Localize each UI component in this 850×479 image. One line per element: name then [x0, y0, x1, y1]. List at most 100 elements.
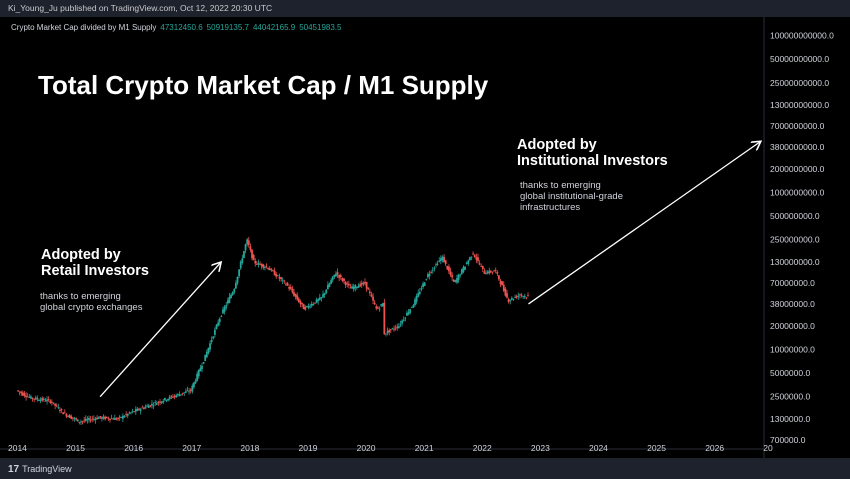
candle-body	[359, 284, 362, 287]
candle-body	[360, 283, 363, 285]
institutional-heading-line-2: Institutional Investors	[517, 153, 668, 169]
candle-body	[347, 283, 350, 286]
candle-body	[20, 391, 23, 394]
candle-body	[23, 393, 26, 396]
candle-body	[151, 403, 153, 406]
candle-body	[42, 398, 45, 400]
candle-body	[186, 390, 189, 392]
candle-body	[322, 294, 324, 298]
x-tick-label: 2020	[357, 443, 376, 453]
institutional-subtext-line-2: global institutional-grade	[520, 191, 623, 202]
candle-body	[280, 277, 282, 280]
candle-body	[349, 287, 352, 289]
candle-body	[314, 302, 316, 304]
candle-body	[320, 297, 323, 299]
candle-body	[120, 417, 123, 418]
candle-body	[344, 282, 347, 285]
candle-body	[189, 389, 192, 391]
candle-body	[418, 291, 421, 294]
candle-body	[380, 304, 383, 306]
candle-body	[241, 258, 244, 263]
candle-body	[173, 396, 176, 397]
candle-body	[430, 272, 433, 273]
x-tick-label: 2021	[415, 443, 434, 453]
candle-body	[397, 326, 400, 328]
candle-body	[89, 419, 92, 421]
candle-body	[265, 266, 268, 268]
candle-body	[110, 418, 113, 420]
candle-body	[473, 254, 476, 258]
candle-body	[113, 417, 116, 420]
candle-body	[213, 329, 216, 335]
tradingview-logo[interactable]: 17 TradingView	[8, 464, 72, 475]
y-tick-label: 5000000.0	[770, 368, 810, 378]
candle-body	[509, 300, 512, 302]
candle-body	[441, 256, 444, 261]
candle-body	[125, 414, 128, 416]
chart-area[interactable]: 200000000000.0100000000000.050000000000.…	[0, 17, 850, 458]
candle-body	[142, 408, 145, 410]
candle-body	[507, 299, 510, 302]
candle-body	[406, 312, 408, 316]
candle-body	[472, 253, 475, 255]
candle-body	[123, 416, 126, 418]
candle-body	[197, 370, 200, 377]
institutional-heading-line-1: Adopted by	[517, 137, 597, 153]
institutional-heading: Adopted by Institutional Investors	[517, 137, 668, 169]
candle-body	[399, 324, 402, 326]
candle-body	[205, 351, 208, 358]
candle-body	[247, 240, 250, 246]
candle-body	[201, 365, 203, 370]
candle-body	[172, 397, 174, 399]
candle-body	[365, 281, 368, 289]
candle-body	[352, 286, 355, 290]
candle-body	[512, 298, 515, 300]
x-tick-label: 2025	[647, 443, 666, 453]
tradingview-mark-icon: 17	[8, 464, 20, 475]
candle-body	[218, 318, 221, 323]
candle-body	[60, 409, 63, 411]
candle-body	[283, 280, 286, 282]
candle-body	[126, 413, 129, 416]
candle-body	[115, 418, 118, 420]
candle-body	[383, 302, 386, 335]
candle-body	[317, 299, 320, 302]
candle-body	[94, 418, 97, 421]
candle-body	[339, 275, 342, 278]
candle-body	[525, 297, 528, 299]
candle-body	[362, 282, 365, 285]
candle-body	[202, 362, 205, 364]
candle-body	[375, 306, 378, 309]
candle-body	[477, 257, 479, 261]
candle-body	[299, 301, 302, 304]
candle-body	[38, 400, 40, 402]
candle-body	[222, 309, 224, 314]
candle-body	[101, 417, 103, 419]
candle-body	[446, 266, 449, 270]
candle-body	[499, 280, 502, 285]
candle-body	[112, 418, 115, 420]
candle-body	[234, 283, 237, 289]
candle-body	[215, 324, 218, 329]
candle-body	[155, 403, 158, 405]
x-tick-label: 2026	[705, 443, 724, 453]
candle-body	[59, 409, 61, 411]
candle-body	[264, 267, 266, 268]
candle-body	[335, 273, 337, 277]
y-tick-label: 2500000.0	[770, 392, 810, 402]
candle-body	[310, 303, 313, 306]
candle-body	[422, 283, 424, 288]
candle-body	[504, 288, 507, 296]
candle-body	[191, 385, 194, 392]
candle-body	[105, 416, 108, 418]
candle-body	[385, 333, 387, 335]
candle-body	[357, 285, 360, 288]
series-legend[interactable]: Crypto Market Cap divided by M1 Supply 47…	[11, 23, 341, 32]
candle-body	[157, 402, 160, 403]
candle-body	[288, 286, 291, 289]
institutional-subtext: thanks to emerging global institutional-…	[520, 180, 623, 213]
candle-body	[75, 418, 77, 420]
candle-body	[212, 336, 215, 339]
candle-body	[448, 266, 450, 272]
y-tick-label: 2000000000.0	[770, 164, 825, 174]
